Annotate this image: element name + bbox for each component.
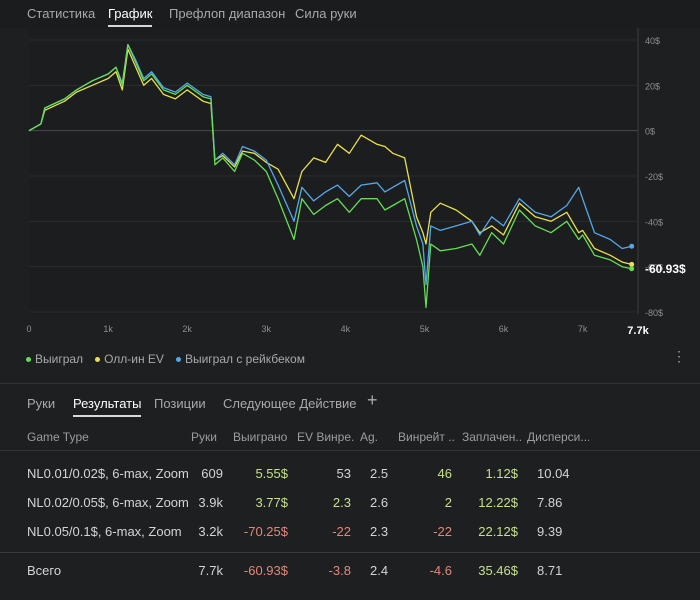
y-tick-label: -20$ (645, 172, 663, 182)
tab-next-action[interactable]: Следующее Действие (223, 396, 357, 411)
x-tick-label: 6k (499, 324, 509, 334)
x-tick-label: 3k (262, 324, 272, 334)
cell-ev-winrate: 53 (336, 466, 351, 481)
cell-aggression: 2.6 (370, 495, 389, 510)
y-tick-label: -80$ (645, 308, 663, 318)
cell-winrate: 2 (444, 495, 452, 510)
y-tick-label: -40$ (645, 217, 663, 227)
cell-paid: 12.22$ (478, 495, 518, 510)
x-tick-label: 2k (182, 324, 192, 334)
col-header-paid[interactable]: Заплачен... (462, 430, 522, 444)
tab-preflop-range[interactable]: Префлоп диапазон (169, 6, 286, 21)
legend-dot-won (26, 356, 31, 362)
table-row[interactable]: NL0.05/0.1$, 6-max, Zoom 3.2k -70.25$ -2… (0, 516, 700, 546)
total-divider (0, 552, 700, 553)
legend-item-allin-ev[interactable]: Олл-ин EV (95, 351, 164, 367)
legend-dot-won-rakeback (175, 356, 181, 362)
cell-paid: 22.12$ (478, 524, 518, 539)
cell-hands: 3.9k (198, 495, 223, 510)
col-header-game-type[interactable]: Game Type (27, 430, 89, 444)
col-header-winrate[interactable]: Винрейт ... (398, 430, 456, 444)
cell-won: 3.77$ (255, 495, 288, 510)
legend-item-won-rakeback[interactable]: Выиграл с рейкбеком (175, 351, 305, 367)
series-end-point (629, 243, 635, 249)
add-tab-icon[interactable]: + (367, 390, 378, 410)
y-tick-label: 20$ (645, 81, 660, 91)
cell-aggression: 2.5 (370, 466, 389, 481)
col-header-won[interactable]: Выиграно (233, 430, 288, 444)
cell-variance: 8.71 (537, 563, 563, 578)
cell-total-label: Всего (27, 563, 62, 578)
cell-hands: 7.7k (198, 563, 223, 578)
cell-game-type: NL0.02/0.05$, 6-max, Zoom (27, 495, 189, 510)
cell-winrate: -22 (433, 524, 452, 539)
tab-results[interactable]: Результаты (73, 396, 142, 417)
x-tick-label-end: 7.7k (627, 325, 649, 337)
legend-label-won-rakeback: Выиграл с рейкбеком (184, 352, 305, 366)
plot-area (29, 28, 638, 314)
winnings-chart: 40$ 20$ 0$ -20$ -40$ -60$ -80$ 0 1k 2k 3k 4k 5k 6k 7k 7… (26, 28, 686, 337)
tab-graph[interactable]: График (108, 6, 153, 27)
series-end-point (629, 261, 635, 267)
more-options-icon[interactable]: ⋮ (672, 348, 686, 364)
end-value-label: -60.93$ (645, 262, 686, 276)
cell-paid: 35.46$ (478, 563, 518, 578)
cell-hands: 609 (201, 466, 223, 481)
cell-game-type: NL0.01/0.02$, 6-max, Zoom (27, 466, 189, 481)
series-line-won (28, 43, 632, 309)
x-tick-label: 4k (341, 324, 351, 334)
table-row[interactable]: NL0.02/0.05$, 6-max, Zoom 3.9k 3.77$ 2.3… (0, 487, 700, 517)
tab-hand-strength[interactable]: Сила руки (295, 6, 357, 21)
col-header-hands[interactable]: Руки (191, 430, 217, 444)
bottom-tab-bar: Руки Результаты Позиции Следующее Действ… (0, 384, 700, 424)
y-tick-label: 40$ (645, 36, 660, 46)
table-total-row[interactable]: Всего 7.7k -60.93$ -3.8 2.4 -4.6 35.46$ … (0, 555, 700, 585)
cell-won: 5.55$ (255, 466, 288, 481)
cell-aggression: 2.3 (370, 524, 389, 539)
x-tick-label: 0 (26, 324, 31, 334)
x-tick-label: 1k (103, 324, 113, 334)
y-tick-label: -60$ (645, 263, 663, 273)
legend-dot-allin-ev (95, 356, 101, 362)
cell-hands: 3.2k (198, 524, 223, 539)
tab-positions[interactable]: Позиции (154, 396, 206, 411)
col-header-variance[interactable]: Дисперси... (527, 430, 589, 444)
cell-paid: 1.12$ (485, 466, 518, 481)
y-tick-label: 0$ (645, 127, 655, 137)
table-row[interactable]: NL0.01/0.02$, 6-max, Zoom 609 5.55$ 53 2… (0, 458, 700, 488)
cell-won: -60.93$ (243, 563, 288, 578)
chart-legend: Выиграл Олл-ин EV Выиграл с рейкбеком (26, 351, 305, 367)
legend-label-allin-ev: Олл-ин EV (104, 352, 164, 366)
legend-item-won[interactable]: Выиграл (26, 351, 83, 367)
cell-variance: 10.04 (537, 466, 570, 481)
cell-aggression: 2.4 (370, 563, 389, 578)
series-end-point (629, 266, 635, 272)
header-divider (0, 450, 700, 451)
x-tick-label: 5k (420, 324, 430, 334)
legend-label-won: Выиграл (35, 352, 84, 366)
cell-ev-winrate: -22 (332, 524, 351, 539)
x-tick-label: 7k (578, 324, 588, 334)
top-tab-bar: Статистика График Префлоп диапазон Сила … (0, 0, 700, 28)
series-line-allin-ev (28, 48, 632, 266)
cell-winrate: 46 (437, 466, 452, 481)
cell-won: -70.25$ (243, 524, 288, 539)
cell-ev-winrate: 2.3 (332, 495, 351, 510)
cell-variance: 7.86 (537, 495, 563, 510)
cell-winrate: -4.6 (429, 563, 452, 578)
col-header-ev-winrate[interactable]: EV Винре... (297, 430, 355, 444)
tab-hands[interactable]: Руки (27, 396, 56, 411)
cell-game-type: NL0.05/0.1$, 6-max, Zoom (27, 524, 182, 539)
col-header-aggression[interactable]: Ag. (360, 430, 379, 444)
section-divider (0, 383, 700, 384)
cell-variance: 9.39 (537, 524, 563, 539)
tab-statistics[interactable]: Статистика (27, 6, 96, 21)
cell-ev-winrate: -3.8 (328, 563, 351, 578)
